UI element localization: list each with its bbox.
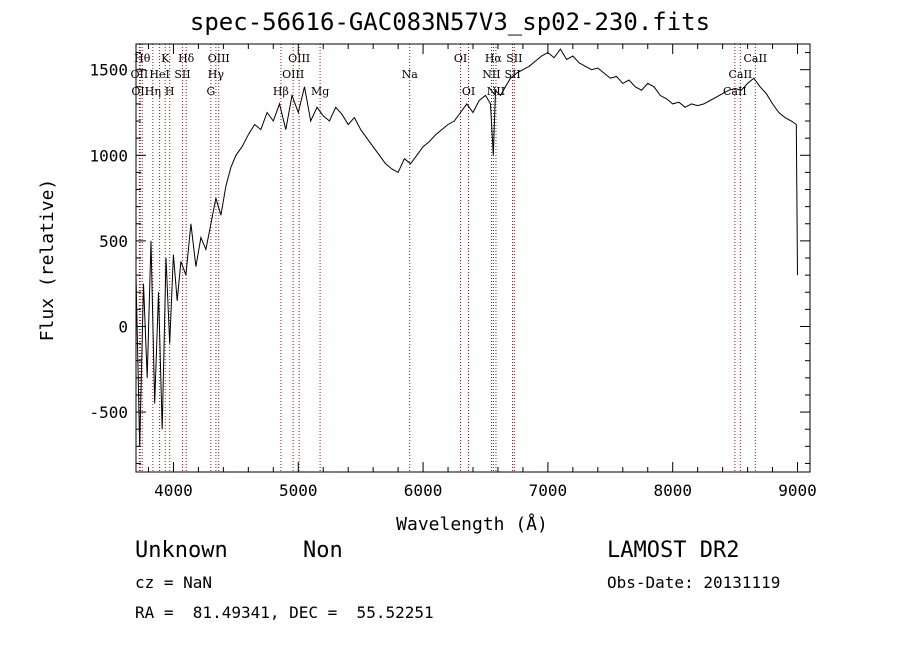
y-axis-ticks: -500 0 500 1000 1500 — [89, 52, 810, 464]
line-marker-label: CaII — [723, 85, 747, 98]
object-class: Unknown — [135, 538, 228, 563]
y-tick-label: 1500 — [89, 61, 128, 80]
line-marker-label: SII — [174, 68, 190, 81]
line-marker-label: Hα — [485, 52, 503, 65]
line-marker-label: SII — [504, 68, 520, 81]
x-tick-label: 7000 — [529, 481, 568, 500]
line-marker-label: H — [165, 85, 175, 98]
line-marker-label: OIII — [208, 52, 230, 65]
x-tick-label: 9000 — [778, 481, 817, 500]
line-marker-label: HeI — [149, 68, 169, 81]
survey-name: LAMOST DR2 — [607, 538, 740, 563]
plot-frame — [135, 43, 811, 473]
line-marker-label: Mg — [311, 85, 329, 98]
line-marker-label: OII — [131, 68, 149, 81]
x-tick-label: 6000 — [404, 481, 443, 500]
x-tick-label: 8000 — [653, 481, 692, 500]
y-tick-label: 1000 — [89, 146, 128, 165]
spectrum-line — [135, 48, 798, 447]
y-tick-label: -500 — [89, 403, 128, 422]
line-marker-label: Na — [402, 68, 419, 81]
x-tick-label: 5000 — [279, 481, 318, 500]
line-marker-label: OIII — [288, 52, 310, 65]
line-marker-label: Hη — [145, 85, 161, 98]
line-marker-label: Hβ — [273, 85, 289, 98]
line-marker-label: G — [206, 85, 215, 98]
coordinates-readout: RA = 81.49341, DEC = 55.52251 — [135, 603, 434, 622]
line-marker-label: CaII — [743, 52, 767, 65]
line-marker-labels: HθOIIOIIHηHeIKHSIIHδGHγOIIIHβOIIIOIIIMgN… — [131, 52, 768, 98]
x-axis-ticks: 4000 5000 6000 7000 8000 9000 — [147, 44, 817, 500]
redshift-readout: cz = NaN — [135, 573, 213, 592]
line-marker-label: Hδ — [178, 52, 195, 65]
line-marker-label: OIII — [282, 68, 304, 81]
y-tick-label: 500 — [99, 232, 128, 251]
line-marker-label: OI — [454, 52, 467, 65]
line-markers — [138, 44, 756, 472]
line-marker-label: CaII — [729, 68, 753, 81]
line-marker-label: Hγ — [208, 68, 225, 81]
line-marker-label: K — [161, 52, 170, 65]
spectrum-chart: HθOIIOIIHηHeIKHSIIHδGHγOIIIHβOIIIOIIIMgN… — [37, 43, 817, 535]
object-subclass: Non — [303, 538, 343, 563]
y-axis-label: Flux (relative) — [37, 179, 58, 342]
chart-title: spec-56616-GAC083N57V3_sp02-230.fits — [189, 8, 711, 36]
x-tick-label: 4000 — [154, 481, 193, 500]
line-marker-label: OI — [462, 85, 475, 98]
line-marker-label: SII — [506, 52, 522, 65]
y-tick-label: 0 — [118, 317, 128, 336]
x-axis-label: Wavelength (Å) — [396, 513, 548, 535]
line-marker-label: NII — [482, 68, 500, 81]
observation-date: Obs-Date: 20131119 — [607, 573, 781, 592]
line-marker-label: Hθ — [134, 52, 151, 65]
